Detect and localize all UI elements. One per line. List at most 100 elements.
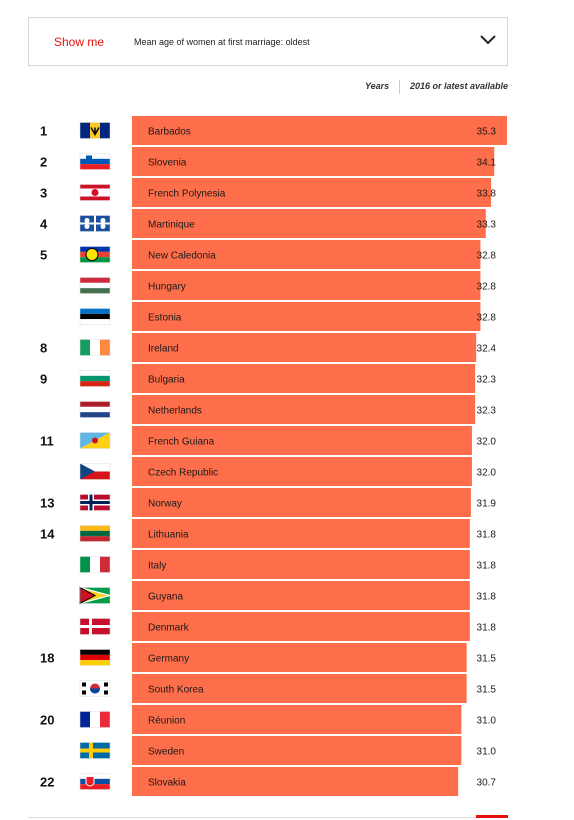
column-separator [399, 80, 400, 94]
bar [132, 550, 470, 579]
value-label: 32.0 [477, 437, 497, 448]
flag-germany-icon [79, 649, 111, 666]
country-label: Barbados [148, 127, 191, 138]
rank-label: 18 [40, 651, 54, 666]
value-label: 32.3 [477, 406, 497, 417]
rank-label: 20 [40, 713, 54, 728]
rank-label: 14 [40, 527, 55, 542]
bar [132, 302, 481, 331]
bar [132, 488, 471, 517]
value-label: 31.8 [477, 561, 497, 572]
rank-label: 3 [40, 186, 47, 201]
flag-lithuania-icon [79, 525, 111, 542]
flag-slovenia-icon [79, 153, 111, 170]
country-label: Germany [148, 654, 189, 665]
country-label: Martinique [148, 220, 195, 231]
value-label: 32.4 [477, 344, 497, 355]
value-label: 31.8 [477, 623, 497, 634]
value-label: 32.8 [477, 313, 497, 324]
value-label: 32.0 [477, 468, 497, 479]
country-label: Italy [148, 561, 166, 572]
rank-label: 22 [40, 775, 54, 790]
bar [132, 736, 462, 765]
flag-reunion-icon [79, 711, 111, 728]
table-row: 4 Martinique 33.3 [40, 209, 496, 238]
country-label: Sweden [148, 747, 184, 758]
bar [132, 178, 492, 207]
table-row: 5 New Caledonia 32.8 [40, 240, 496, 269]
metric-selector[interactable]: Show me Mean age of women at first marri… [28, 17, 508, 66]
value-label: 33.3 [477, 220, 497, 231]
bar [132, 767, 459, 796]
table-row: 8 Ireland 32.4 [40, 333, 496, 362]
table-row: 14 Lithuania 31.8 [40, 519, 496, 548]
bar [132, 643, 467, 672]
column-header-latest: 2016 or latest available [410, 81, 509, 91]
bar [132, 705, 462, 734]
flag-south-korea-icon [79, 680, 111, 697]
flag-czech-republic-icon [79, 463, 111, 480]
country-label: Slovenia [148, 158, 187, 169]
flag-italy-icon [79, 556, 111, 573]
flag-ireland-icon [79, 339, 111, 356]
country-label: Netherlands [148, 406, 202, 417]
value-label: 32.8 [477, 282, 497, 293]
table-row: 2 Slovenia 34.1 [40, 147, 496, 176]
flag-french-polynesia-icon [79, 184, 111, 201]
chevron-down-icon[interactable] [479, 31, 497, 49]
table-row: 18 Germany 31.5 [40, 643, 496, 672]
bottom-accent [476, 815, 508, 818]
country-label: French Guiana [148, 437, 215, 448]
flag-estonia-icon [79, 308, 111, 325]
value-label: 35.3 [477, 127, 497, 138]
country-label: Norway [148, 499, 182, 510]
value-label: 34.1 [477, 158, 497, 169]
bar [132, 271, 481, 300]
bar [132, 581, 470, 610]
table-row: Netherlands 32.3 [79, 395, 497, 424]
column-header-years: Years [365, 81, 390, 91]
country-label: Hungary [148, 282, 186, 293]
value-label: 32.3 [477, 375, 497, 386]
bar [132, 240, 481, 269]
rank-label: 9 [40, 372, 47, 387]
table-row: Guyana 31.8 [79, 581, 496, 610]
country-label: Denmark [148, 623, 190, 634]
bar [132, 426, 472, 455]
table-row: 20 Réunion 31.0 [40, 705, 496, 734]
country-label: Guyana [148, 592, 183, 603]
table-row: 9 Bulgaria 32.3 [40, 364, 496, 393]
flag-barbados-icon [79, 122, 111, 139]
bar [132, 147, 495, 176]
bar [132, 333, 477, 362]
bar [132, 364, 476, 393]
rank-label: 4 [40, 217, 48, 232]
table-row: Sweden 31.0 [79, 736, 496, 765]
flag-netherlands-icon [79, 401, 111, 418]
flag-slovakia-icon [79, 773, 111, 790]
table-row: 11 French Guiana 32.0 [40, 426, 496, 455]
flag-martinique-icon [79, 215, 111, 232]
table-row: 1 Barbados 35.3 [40, 116, 507, 145]
rank-label: 1 [40, 124, 47, 139]
bar [132, 395, 476, 424]
country-label: Slovakia [148, 778, 186, 789]
bar [132, 519, 470, 548]
value-label: 33.8 [477, 189, 497, 200]
flag-denmark-icon [79, 618, 111, 635]
rank-label: 2 [40, 155, 47, 170]
value-label: 31.0 [477, 716, 497, 727]
value-label: 31.8 [477, 530, 497, 541]
bar [132, 674, 467, 703]
country-label: South Korea [148, 685, 204, 696]
metric-label: Mean age of women at first marriage: old… [134, 37, 310, 47]
bar [132, 457, 472, 486]
table-row: 3 French Polynesia 33.8 [40, 178, 496, 207]
table-row: 13 Norway 31.9 [40, 488, 496, 517]
flag-guyana-icon [79, 586, 113, 605]
table-row: Hungary 32.8 [79, 271, 497, 300]
flag-sweden-icon [79, 742, 111, 759]
country-label: New Caledonia [148, 251, 216, 262]
bar [132, 209, 486, 238]
rank-label: 11 [40, 434, 54, 449]
